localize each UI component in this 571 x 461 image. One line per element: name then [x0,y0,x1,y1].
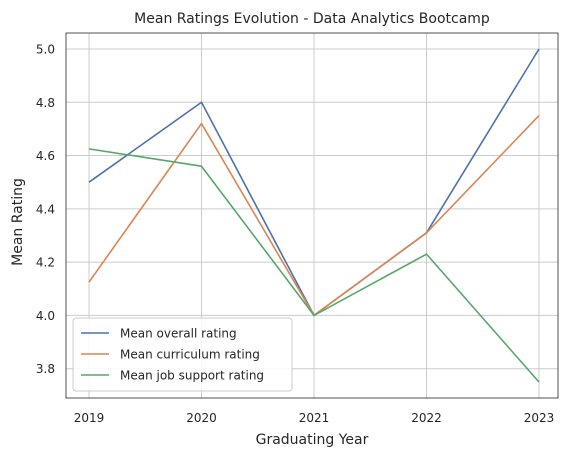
legend-label-1: Mean overall rating [120,327,237,341]
series-line-3 [88,148,540,383]
legend: Mean overall rating Mean curriculum ratin… [72,317,293,392]
y-tick-label: 4.4 [36,202,55,216]
y-axis-label: Mean Rating [10,178,26,266]
x-tick-label: 2023 [524,411,555,425]
y-tick-label: 4.0 [36,309,55,323]
chart-title: Mean Ratings Evolution - Data Analytics … [134,11,490,27]
legend-label-2: Mean curriculum rating [120,348,260,362]
plot-frame [65,32,559,399]
series-group [88,48,540,383]
ticks: 2019 2020 2021 2022 2023 3.8 4.0 4.2 4.4 4.6 4.8 5.… [36,42,554,425]
y-tick-label: 3.8 [36,362,55,376]
y-tick-label: 5.0 [36,42,55,56]
x-tick-label: 2020 [186,411,217,425]
y-tick-label: 4.6 [36,149,55,163]
x-tick-label: 2019 [74,411,105,425]
legend-label-3: Mean job support rating [120,369,264,383]
legend-box [72,317,293,392]
x-tick-label: 2022 [411,411,442,425]
grid [66,33,558,398]
y-tick-label: 4.8 [36,96,55,110]
x-axis-label: Graduating Year [256,432,369,448]
y-tick-label: 4.2 [36,256,55,270]
x-tick-label: 2021 [299,411,330,425]
